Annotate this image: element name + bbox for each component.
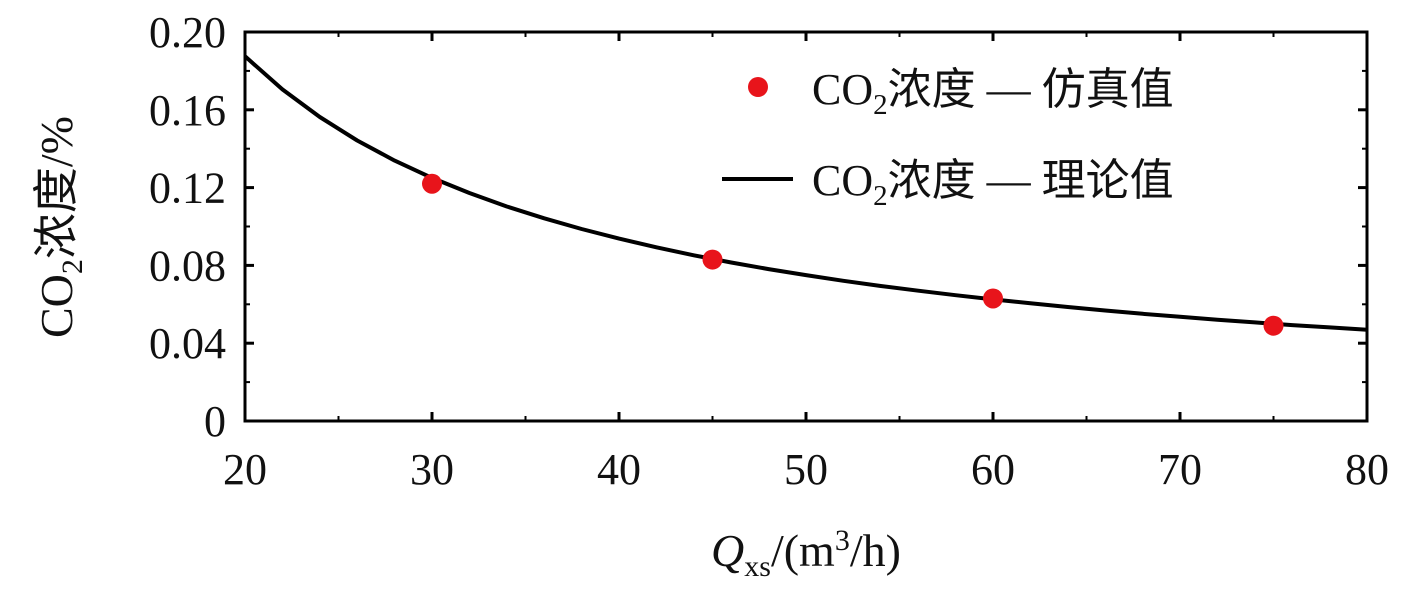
simulation-series — [422, 173, 1284, 336]
plot-frame — [243, 30, 1369, 423]
simulation-point — [422, 173, 442, 194]
simulation-point — [983, 288, 1003, 309]
y-tick-labels: 0 0.04 0.08 0.12 0.16 0.20 — [149, 8, 226, 446]
y-axis-title: CO2浓度/% — [31, 116, 89, 338]
legend: CO2浓度 — 仿真值 CO2浓度 — 理论值 — [722, 65, 1174, 212]
y-tick-label: 0.16 — [149, 86, 226, 135]
y-tick-label: 0.20 — [149, 8, 226, 57]
x-tick-label: 40 — [597, 445, 641, 494]
axis-ticks — [243, 30, 1369, 423]
legend-marker-simulation — [748, 77, 768, 97]
legend-label-simulation: CO2浓度 — 仿真值 — [812, 65, 1174, 121]
y-tick-label: 0.12 — [149, 164, 226, 213]
x-axis-title: Qxs/(m3/h) — [711, 524, 901, 583]
x-tick-label: 50 — [784, 445, 828, 494]
legend-label-theory: CO2浓度 — 理论值 — [812, 156, 1174, 212]
x-tick-labels: 20 30 40 50 60 70 80 — [223, 445, 1389, 494]
legend-entry-simulation: CO2浓度 — 仿真值 — [748, 65, 1174, 121]
x-tick-label: 70 — [1158, 445, 1202, 494]
x-tick-label: 20 — [223, 445, 267, 494]
theory-series — [243, 54, 1368, 332]
simulation-point — [702, 249, 723, 270]
x-tick-label: 30 — [410, 445, 454, 494]
y-tick-label: 0.08 — [149, 241, 226, 290]
simulation-point — [1263, 315, 1284, 336]
legend-entry-theory: CO2浓度 — 理论值 — [722, 156, 1174, 212]
y-tick-label: 0 — [204, 397, 226, 446]
theory-curve — [243, 54, 1368, 332]
x-tick-label: 80 — [1345, 445, 1389, 494]
x-tick-label: 60 — [971, 445, 1015, 494]
y-tick-label: 0.04 — [149, 319, 226, 368]
